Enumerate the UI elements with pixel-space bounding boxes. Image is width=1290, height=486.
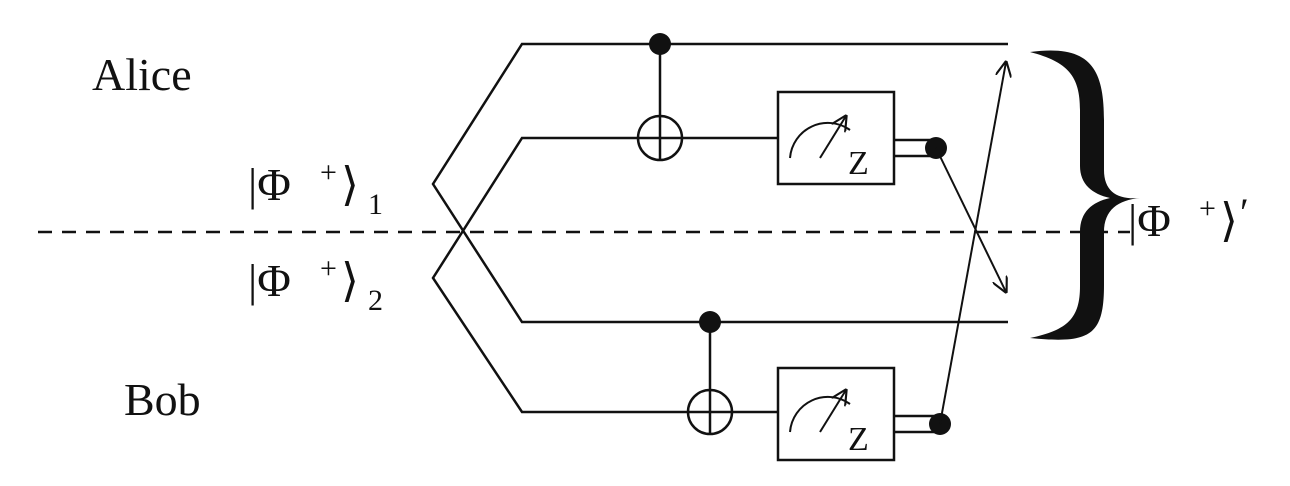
svg-text:+: + — [320, 252, 337, 285]
bob-z-measurement: Z — [776, 366, 951, 462]
meter-z-label: Z — [848, 421, 869, 458]
meter-needle-icon — [819, 116, 846, 159]
alice-z-measurement: Z — [776, 90, 947, 186]
alice-control-dot — [649, 33, 671, 55]
svg-text:|Φ: |Φ — [248, 159, 291, 210]
phi-plus-1-label: |Φ + ⟩ 1 — [248, 156, 383, 221]
alice-feedforward-arrow — [935, 147, 1006, 292]
bracket-brace-icon — [1030, 50, 1140, 340]
alice-label: Alice — [92, 49, 192, 100]
meter-z-label: Z — [848, 145, 869, 182]
svg-text:+: + — [320, 156, 337, 189]
bob-control-dot — [699, 311, 721, 333]
alice-cnot-gate — [636, 33, 684, 162]
bob-feedforward-arrow — [939, 62, 1006, 425]
meter-needle-icon — [819, 390, 846, 433]
svg-text:+: + — [1199, 192, 1216, 225]
svg-text:2: 2 — [368, 284, 383, 317]
phi-plus-2-label: |Φ + ⟩ 2 — [248, 252, 383, 317]
phi-plus-prime-label: |Φ + ⟩ ′ — [1128, 190, 1249, 246]
bob-cnot-gate — [686, 311, 734, 436]
svg-text:|Φ: |Φ — [248, 255, 291, 306]
svg-text:⟩: ⟩ — [341, 255, 359, 306]
svg-text:′: ′ — [1240, 190, 1249, 235]
svg-text:⟩: ⟩ — [1220, 195, 1238, 246]
svg-text:⟩: ⟩ — [341, 159, 359, 210]
svg-text:1: 1 — [368, 188, 383, 221]
svg-text:|Φ: |Φ — [1128, 195, 1171, 246]
pair1-wires — [431, 42, 1008, 324]
pair2-wires — [431, 136, 778, 414]
bob-label: Bob — [124, 374, 201, 425]
